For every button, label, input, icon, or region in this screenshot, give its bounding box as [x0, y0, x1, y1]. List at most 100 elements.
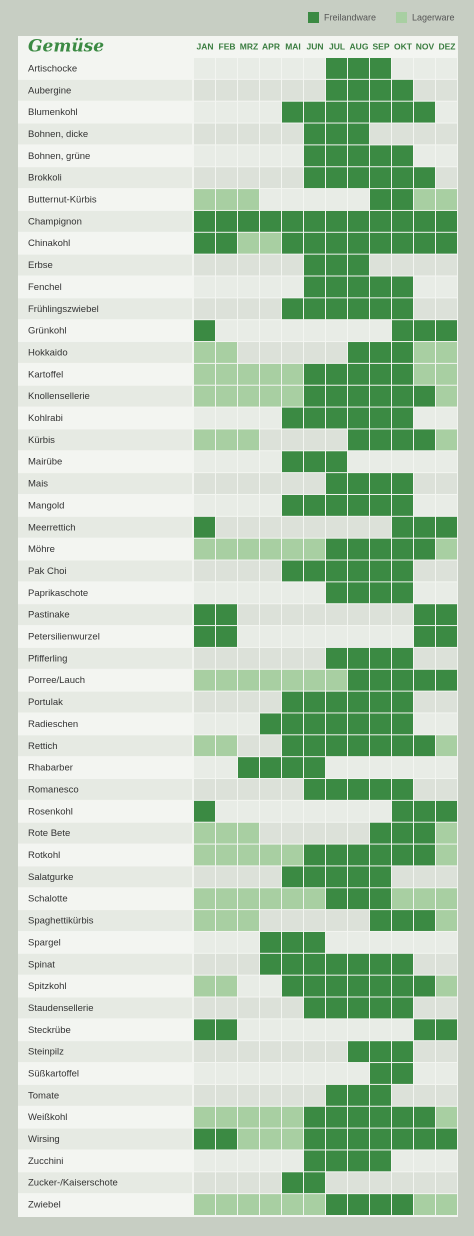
cell-empty — [238, 1041, 259, 1063]
cell — [216, 385, 237, 407]
cell — [348, 713, 369, 735]
cell — [260, 1106, 281, 1128]
cell — [304, 298, 325, 320]
cell-empty — [414, 953, 435, 975]
cell-empty — [216, 1063, 237, 1084]
cell — [194, 210, 215, 232]
cell — [260, 669, 281, 691]
cell — [216, 975, 237, 997]
row-band — [18, 538, 192, 560]
cell-empty — [304, 1019, 325, 1041]
cell-empty — [392, 1172, 413, 1194]
cell — [370, 1150, 391, 1172]
cell — [238, 385, 259, 407]
cell-empty — [238, 473, 259, 494]
cell-empty — [282, 1063, 303, 1084]
cell — [348, 363, 369, 385]
cell — [304, 844, 325, 866]
cell-empty — [304, 1084, 325, 1106]
cell-empty — [304, 626, 325, 647]
cell-empty — [216, 145, 237, 167]
cell-empty — [326, 1041, 347, 1063]
row-label: Steinpilz — [28, 1047, 64, 1058]
row-label: Spinat — [28, 959, 55, 970]
row-label: Zucchini — [28, 1156, 63, 1167]
row-band — [18, 735, 192, 757]
cell — [414, 189, 435, 210]
cell — [436, 1128, 457, 1150]
row-band — [18, 145, 192, 167]
cell — [436, 538, 457, 560]
cell-empty — [260, 647, 281, 669]
row-label: Bohnen, grüne — [28, 151, 90, 162]
cell — [370, 691, 391, 713]
cell-empty — [194, 1063, 215, 1084]
row-label: Bohnen, dicke — [28, 129, 88, 140]
row-band — [18, 385, 192, 407]
cell-empty — [260, 582, 281, 604]
cell-empty — [260, 145, 281, 167]
cell — [326, 145, 347, 167]
cell — [194, 604, 215, 626]
month-label: FEB — [219, 41, 236, 51]
cell-empty — [392, 1150, 413, 1172]
row-band — [18, 910, 192, 931]
cell — [370, 1128, 391, 1150]
cell — [194, 429, 215, 451]
cell-empty — [370, 800, 391, 822]
cell — [348, 167, 369, 189]
cell-empty — [260, 407, 281, 429]
cell — [370, 101, 391, 123]
cell-empty — [282, 1041, 303, 1063]
cell-empty — [436, 79, 457, 101]
cell — [238, 669, 259, 691]
cell — [304, 713, 325, 735]
legend-swatch — [308, 12, 319, 23]
row-band — [18, 494, 192, 516]
cell — [260, 713, 281, 735]
cell — [304, 254, 325, 276]
cell-empty — [194, 451, 215, 473]
cell-empty — [436, 560, 457, 582]
cell-empty — [326, 1019, 347, 1041]
cell-empty — [436, 254, 457, 276]
cell — [392, 1063, 413, 1084]
cell — [326, 844, 347, 866]
cell-empty — [238, 604, 259, 626]
cell — [414, 1106, 435, 1128]
cell — [194, 888, 215, 910]
cell-empty — [194, 254, 215, 276]
cell — [436, 363, 457, 385]
cell-empty — [414, 1172, 435, 1194]
cell — [370, 276, 391, 298]
cell — [414, 822, 435, 844]
row-band — [18, 473, 192, 494]
cell-empty — [260, 320, 281, 342]
cell — [348, 691, 369, 713]
cell-empty — [392, 254, 413, 276]
cell — [326, 691, 347, 713]
cell-empty — [436, 1084, 457, 1106]
cell-empty — [216, 451, 237, 473]
cell-empty — [436, 167, 457, 189]
cell — [260, 844, 281, 866]
cell — [348, 210, 369, 232]
cell — [436, 888, 457, 910]
cell — [304, 888, 325, 910]
cell — [436, 516, 457, 538]
cell-empty — [216, 713, 237, 735]
cell-empty — [392, 626, 413, 647]
cell-empty — [414, 647, 435, 669]
cell — [414, 1019, 435, 1041]
cell — [348, 1106, 369, 1128]
cell — [392, 910, 413, 931]
cell-empty — [414, 298, 435, 320]
cell-empty — [194, 494, 215, 516]
cell — [414, 800, 435, 822]
cell-empty — [238, 800, 259, 822]
cell-empty — [282, 822, 303, 844]
cell-empty — [238, 1019, 259, 1041]
cell — [414, 167, 435, 189]
cell — [370, 647, 391, 669]
